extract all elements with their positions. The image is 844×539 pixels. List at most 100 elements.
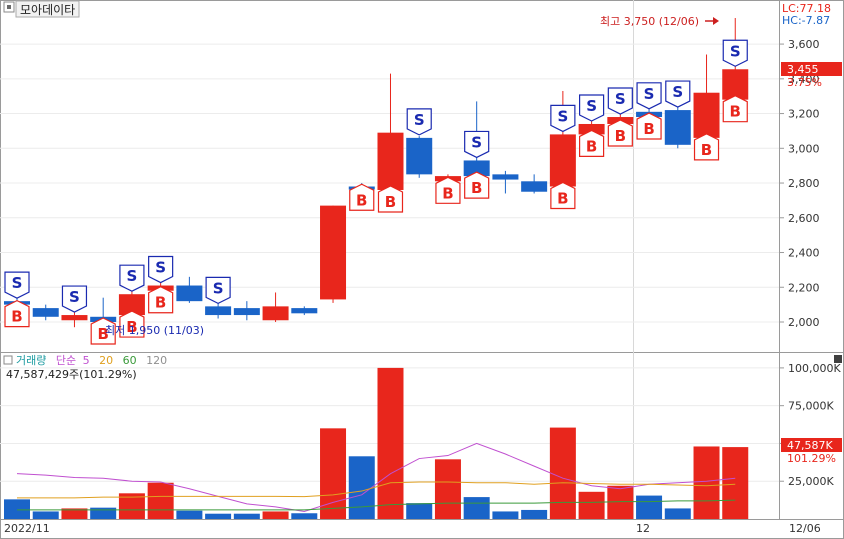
candle (492, 170, 519, 194)
price-tick-label: 2,800 (788, 177, 820, 190)
sell-signal-marker: S (464, 130, 490, 159)
signal-shape (4, 299, 30, 328)
volume-bar (348, 456, 375, 519)
price-tick-label: 3,200 (788, 108, 820, 121)
candle-body (578, 123, 605, 135)
volume-bar (693, 446, 720, 519)
signal-label: B (730, 103, 741, 121)
signal-label: S (730, 42, 741, 60)
volume-bar (262, 511, 289, 519)
signal-shape (148, 255, 174, 284)
signal-shape (607, 119, 633, 147)
buy-signal-marker: B (90, 317, 116, 345)
sell-signal-marker: S (665, 80, 691, 108)
buy-signal-marker: B (148, 286, 174, 314)
price-tick-label: 3,400 (788, 73, 820, 86)
signal-shape (722, 39, 748, 67)
sell-signal-marker: S (406, 108, 432, 136)
volume-bar (434, 459, 461, 519)
signal-shape (578, 94, 605, 122)
toggle-box-dot (7, 5, 11, 9)
signal-label: B (356, 191, 367, 209)
signal-label: S (644, 85, 655, 103)
candle (377, 73, 404, 204)
candle-body (61, 315, 88, 321)
signal-label: S (12, 274, 23, 292)
volume-bar (492, 511, 519, 519)
candle (320, 205, 347, 303)
signal-shape (550, 104, 576, 133)
high-annotation: 최고 3,750 (12/06) (600, 15, 699, 28)
volume-toggle-icon[interactable] (3, 355, 13, 365)
volume-tick-label: 25,000K (788, 475, 834, 488)
signal-label: S (615, 90, 626, 108)
candle (32, 304, 59, 321)
signal-shape (550, 181, 576, 210)
x-axis: 2022/11 12 12/06 (0, 519, 844, 535)
price-tick-label: 2,000 (788, 316, 820, 329)
signal-label: S (414, 111, 425, 129)
signal-label: B (126, 318, 137, 336)
signal-shape (636, 82, 662, 110)
sell-signal-marker: S (578, 94, 605, 122)
sell-signal-marker: S (61, 285, 88, 313)
signal-label: B (385, 193, 396, 211)
buy-signal-marker: B (693, 133, 720, 161)
stock-name-box[interactable] (15, 0, 80, 18)
sell-signal-marker: S (550, 104, 576, 133)
candle-body (32, 308, 59, 317)
signal-shape (464, 130, 490, 159)
signal-label: S (155, 259, 166, 277)
signal-shape (205, 276, 231, 305)
sell-signal-marker: S (636, 82, 662, 110)
candle (233, 301, 260, 321)
buy-signal-marker: B (607, 119, 633, 147)
signal-label: S (557, 107, 568, 125)
candle (262, 292, 289, 322)
sell-signal-marker: S (119, 264, 145, 292)
signal-label: S (127, 267, 138, 285)
volume-tick-label: 75,000K (788, 400, 834, 413)
price-tick-label: 2,600 (788, 212, 820, 225)
volume-bar (320, 428, 347, 519)
volume-bar (291, 513, 318, 519)
signal-label: S (672, 83, 683, 101)
volume-bar (549, 427, 576, 519)
volume-ma60-line (17, 499, 736, 511)
signal-shape (406, 108, 432, 136)
candle (406, 136, 433, 178)
current-change: 3.75% (787, 76, 822, 89)
volume-panel-close-icon[interactable] (834, 355, 842, 363)
signal-shape (4, 271, 30, 299)
current-price: 3,455 (787, 63, 819, 76)
volume-bar (147, 482, 174, 519)
sell-signal-marker: S (205, 276, 231, 305)
candle-body (664, 110, 691, 145)
price-tick-label: 3,600 (788, 38, 820, 51)
signal-shape (377, 185, 404, 213)
volume-ma-lines (16, 442, 736, 512)
x-label-month: 12 (636, 522, 650, 535)
buy-signal-marker: B (636, 112, 662, 140)
current-volume: 47,587K (787, 439, 833, 452)
volume-bar (722, 447, 749, 519)
price-tick-label: 3,000 (788, 142, 820, 155)
candle-body (693, 92, 720, 138)
buy-signal-marker: B (550, 181, 576, 210)
sell-signal-marker: S (148, 255, 174, 284)
buy-signal-marker: B (377, 185, 404, 213)
low-annotation: 최저 1,950 (11/03) (105, 324, 204, 337)
sell-signal-marker: S (4, 271, 30, 299)
hc-label: HC:-7.87 (782, 14, 830, 27)
volume-tick-label: 100,000K (788, 362, 841, 375)
volume-value: 47,587,429주(101.29%) (6, 368, 137, 381)
volume-bar (377, 367, 404, 519)
signal-shape (722, 94, 748, 123)
candle-body (463, 160, 490, 177)
signal-label: B (643, 120, 654, 138)
candle-body (521, 181, 548, 192)
current-price-tag (781, 62, 842, 76)
signal-label: S (69, 288, 80, 306)
